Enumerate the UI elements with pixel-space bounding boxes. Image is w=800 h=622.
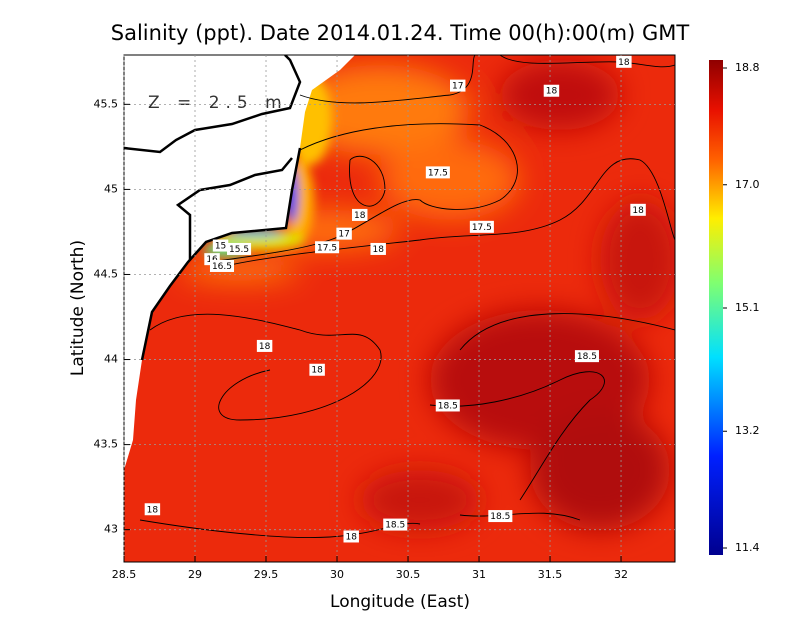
contour-label-box [543,84,560,97]
contour-label: 18.5 [490,512,510,522]
contour-label-box [309,363,325,376]
y-tick-label: 44 [104,353,118,366]
colorbar-tick-label: 11.4 [735,541,760,554]
depth-annotation: Z = 2.5 m [148,93,288,113]
contour-label: 17.5 [472,223,492,233]
contour-label: 18 [311,366,323,376]
contour-label-box [488,510,513,523]
colorbar-tick-label: 18.8 [735,61,760,74]
x-axis-label: Longitude (East) [330,592,470,612]
colorbar-tick-label: 13.2 [735,424,760,437]
contour-label-box [144,503,161,516]
plot-frame [123,54,676,563]
y-tick-label: 43 [104,523,118,536]
contour-label: 18 [259,342,271,352]
contour-label: 18 [546,87,558,97]
contour-label-box [212,239,229,252]
contour-label: 18.5 [438,401,458,411]
x-tick-label: 32 [614,568,628,581]
contour-label-box [352,208,368,221]
x-tick-label: 28.5 [112,568,137,581]
contour-label-box [469,220,494,233]
contour-label-box [449,79,466,92]
y-tick-label: 45 [104,182,118,195]
contour-label: 18.5 [385,521,405,531]
colorbar-tick-label: 17.0 [735,178,760,191]
x-tick-label: 31 [472,568,486,581]
contour-label: 18 [147,505,159,515]
contour-label: 18 [618,58,630,68]
contour-label-box [256,339,273,352]
contour-label-box [209,259,235,272]
contour-label-box [425,166,450,179]
contour-label: 18 [372,245,384,255]
contour-label-box [574,350,599,363]
contour-label: 18 [354,211,366,221]
contour-label: 18 [345,532,357,542]
contour-label-box [616,55,632,68]
contour-label-box [370,242,386,255]
chart-title: Salinity (ppt). Date 2014.01.24. Time 00… [111,21,690,45]
contour-label: 17 [452,82,463,92]
contour-label-box [227,242,252,255]
y-tick-label: 44.5 [94,267,119,280]
x-tick-label: 29 [188,568,202,581]
contour-label: 18.5 [577,352,597,362]
x-tick-label: 31.5 [538,568,563,581]
contour-label: 18 [632,206,644,216]
x-tick-label: 29.5 [254,568,279,581]
contour-label: 17 [338,230,349,240]
x-tick-label: 30.5 [396,568,421,581]
salinity-field [124,55,675,562]
y-axis-label: Latitude (North) [68,240,88,376]
contour-label-box [336,227,352,240]
contour-label: 16.5 [212,262,232,272]
contour-label: 17.5 [428,168,448,178]
colorbar-tick-label: 15.1 [735,301,760,314]
contour-label-box [315,241,340,254]
contour-label-box [630,203,646,216]
contour-label-box [343,530,359,543]
y-tick-label: 43.5 [94,438,119,451]
x-tick-label: 30 [330,568,344,581]
colorbar [709,60,723,555]
contour-label: 15.5 [229,245,249,255]
contour-label-box [435,399,460,412]
contour-label-box [383,518,408,531]
contour-label: 17.5 [317,243,337,253]
y-tick-label: 45.5 [94,97,119,110]
contour-label: 15 [215,242,226,252]
